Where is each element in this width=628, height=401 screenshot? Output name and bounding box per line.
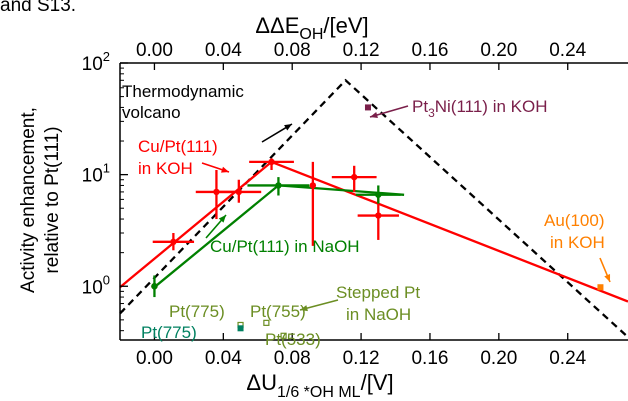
axes: 0.00 0.04 0.08 0.12 0.16 0.20 0.24 0.00 0.04 0.08…	[82, 40, 628, 369]
annotation-cu-naoh: Cu/Pt(111) in NaOH	[210, 237, 360, 256]
series-1-point-2	[375, 191, 382, 198]
top-axis-label-sub: OH	[299, 26, 323, 43]
label-pt775-teal: Pt(775)	[141, 323, 197, 342]
series-4-point-2	[280, 332, 287, 339]
series-4-point-1	[263, 319, 270, 326]
bottom-axis-label-prefix: ΔU	[246, 370, 277, 395]
annotation-stepped-pt-line2: in NaOH	[346, 305, 411, 324]
top-tick-label-5: 0.20	[480, 40, 517, 61]
bottom-tick-label-3: 0.12	[343, 348, 380, 369]
arrow-volcano-head	[284, 124, 292, 131]
top-axis-label: ΔΔEOH/[eV]	[255, 13, 368, 43]
series-0-point-1	[170, 238, 177, 246]
annotation-cu-koh-line1: Cu/Pt(111)	[138, 137, 218, 156]
annotation-au: Au(100) in KOH	[544, 211, 609, 252]
top-tick-label-6: 0.24	[549, 40, 586, 61]
series-0-point-4	[268, 158, 275, 166]
y-tick-label-0: 100	[82, 272, 110, 298]
annotation-stepped-pt: Stepped Pt in NaOH	[336, 283, 425, 324]
top-tick-label-0: 0.00	[136, 40, 173, 61]
series-0-point-6	[350, 173, 358, 181]
label-pt533: Pt(533)	[265, 330, 321, 349]
annotation-cu-koh: Cu/Pt(111) in KOH	[138, 137, 222, 178]
y-axis-label-line1: Activity enhancement,	[18, 107, 39, 293]
series-0-point-7	[375, 212, 382, 219]
bottom-tick-label-2: 0.08	[274, 348, 311, 369]
bottom-tick-label-6: 0.24	[549, 348, 586, 369]
series-2-point-0	[364, 104, 371, 111]
top-tick-label-2: 0.08	[274, 40, 311, 61]
top-tick-label-3: 0.12	[343, 40, 380, 61]
top-axis-label-suffix: /[eV]	[323, 13, 368, 38]
series-0-point-3	[235, 188, 243, 196]
series-1-point-1	[275, 182, 282, 189]
annotation-volcano: Thermodynamic volcano	[122, 82, 249, 122]
label-pt755: Pt(755)	[250, 302, 306, 321]
bottom-axis-label-sub: 1/6 *OH ML	[277, 384, 361, 401]
caption-fragment: and S13.	[0, 0, 76, 16]
arrow-cu-naoh-head	[218, 215, 226, 223]
bottom-tick-label-0: 0.00	[136, 348, 173, 369]
series-3-point-0	[597, 284, 604, 291]
top-axis-label-prefix: ΔΔE	[255, 13, 299, 38]
y-tick-label-1: 101	[82, 161, 110, 187]
annotation-pt3ni-a: Pt	[412, 97, 428, 116]
y-axis-label-line2: relative to Pt(111)	[42, 126, 63, 273]
line-0	[119, 78, 628, 338]
top-tick-label-1: 0.04	[205, 40, 242, 61]
annotation-stepped-pt-line1: Stepped Pt	[336, 283, 420, 302]
top-tick-label-4: 0.16	[411, 40, 448, 61]
bottom-axis-label: ΔU1/6 *OH ML/[V]	[246, 370, 393, 401]
bottom-tick-label-4: 0.16	[411, 348, 448, 369]
series-1-point-0	[151, 283, 158, 290]
annotation-volcano-line1: Thermodynamic	[122, 82, 244, 101]
annotation-au-line1: Au(100)	[544, 211, 604, 230]
line-1	[119, 160, 628, 303]
annotation-au-line2: in KOH	[550, 233, 605, 252]
arrow-stepped-head	[300, 305, 308, 312]
arrow-cu-koh-head	[221, 166, 229, 173]
arrow-au-head	[604, 274, 611, 282]
bottom-tick-label-5: 0.20	[480, 348, 517, 369]
bottom-tick-label-1: 0.04	[205, 348, 242, 369]
annotation-pt3ni-sub: 3	[428, 106, 435, 120]
annotation-pt3ni: Pt3Ni(111) in KOH	[412, 97, 547, 120]
plot-area	[119, 78, 628, 339]
annotation-pt3ni-b: Ni(111) in KOH	[435, 97, 548, 116]
bottom-axis-label-suffix: /[V]	[361, 370, 394, 395]
annotation-volcano-line2: volcano	[122, 103, 181, 122]
series-0-point-5	[309, 182, 317, 189]
series-5-point-0	[237, 325, 244, 332]
label-pt775-olive: Pt(775)	[169, 302, 225, 321]
annotation-cu-koh-line2: in KOH	[138, 159, 193, 178]
y-tick-label-2: 102	[82, 49, 110, 75]
arrow-pt3ni-head	[370, 111, 378, 118]
